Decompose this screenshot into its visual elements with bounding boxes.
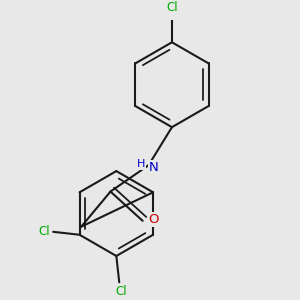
Text: Cl: Cl xyxy=(166,1,178,14)
Text: Cl: Cl xyxy=(115,285,127,298)
Text: Cl: Cl xyxy=(38,225,50,238)
Text: N: N xyxy=(149,161,159,174)
Text: H: H xyxy=(137,159,146,169)
Text: O: O xyxy=(148,213,159,226)
